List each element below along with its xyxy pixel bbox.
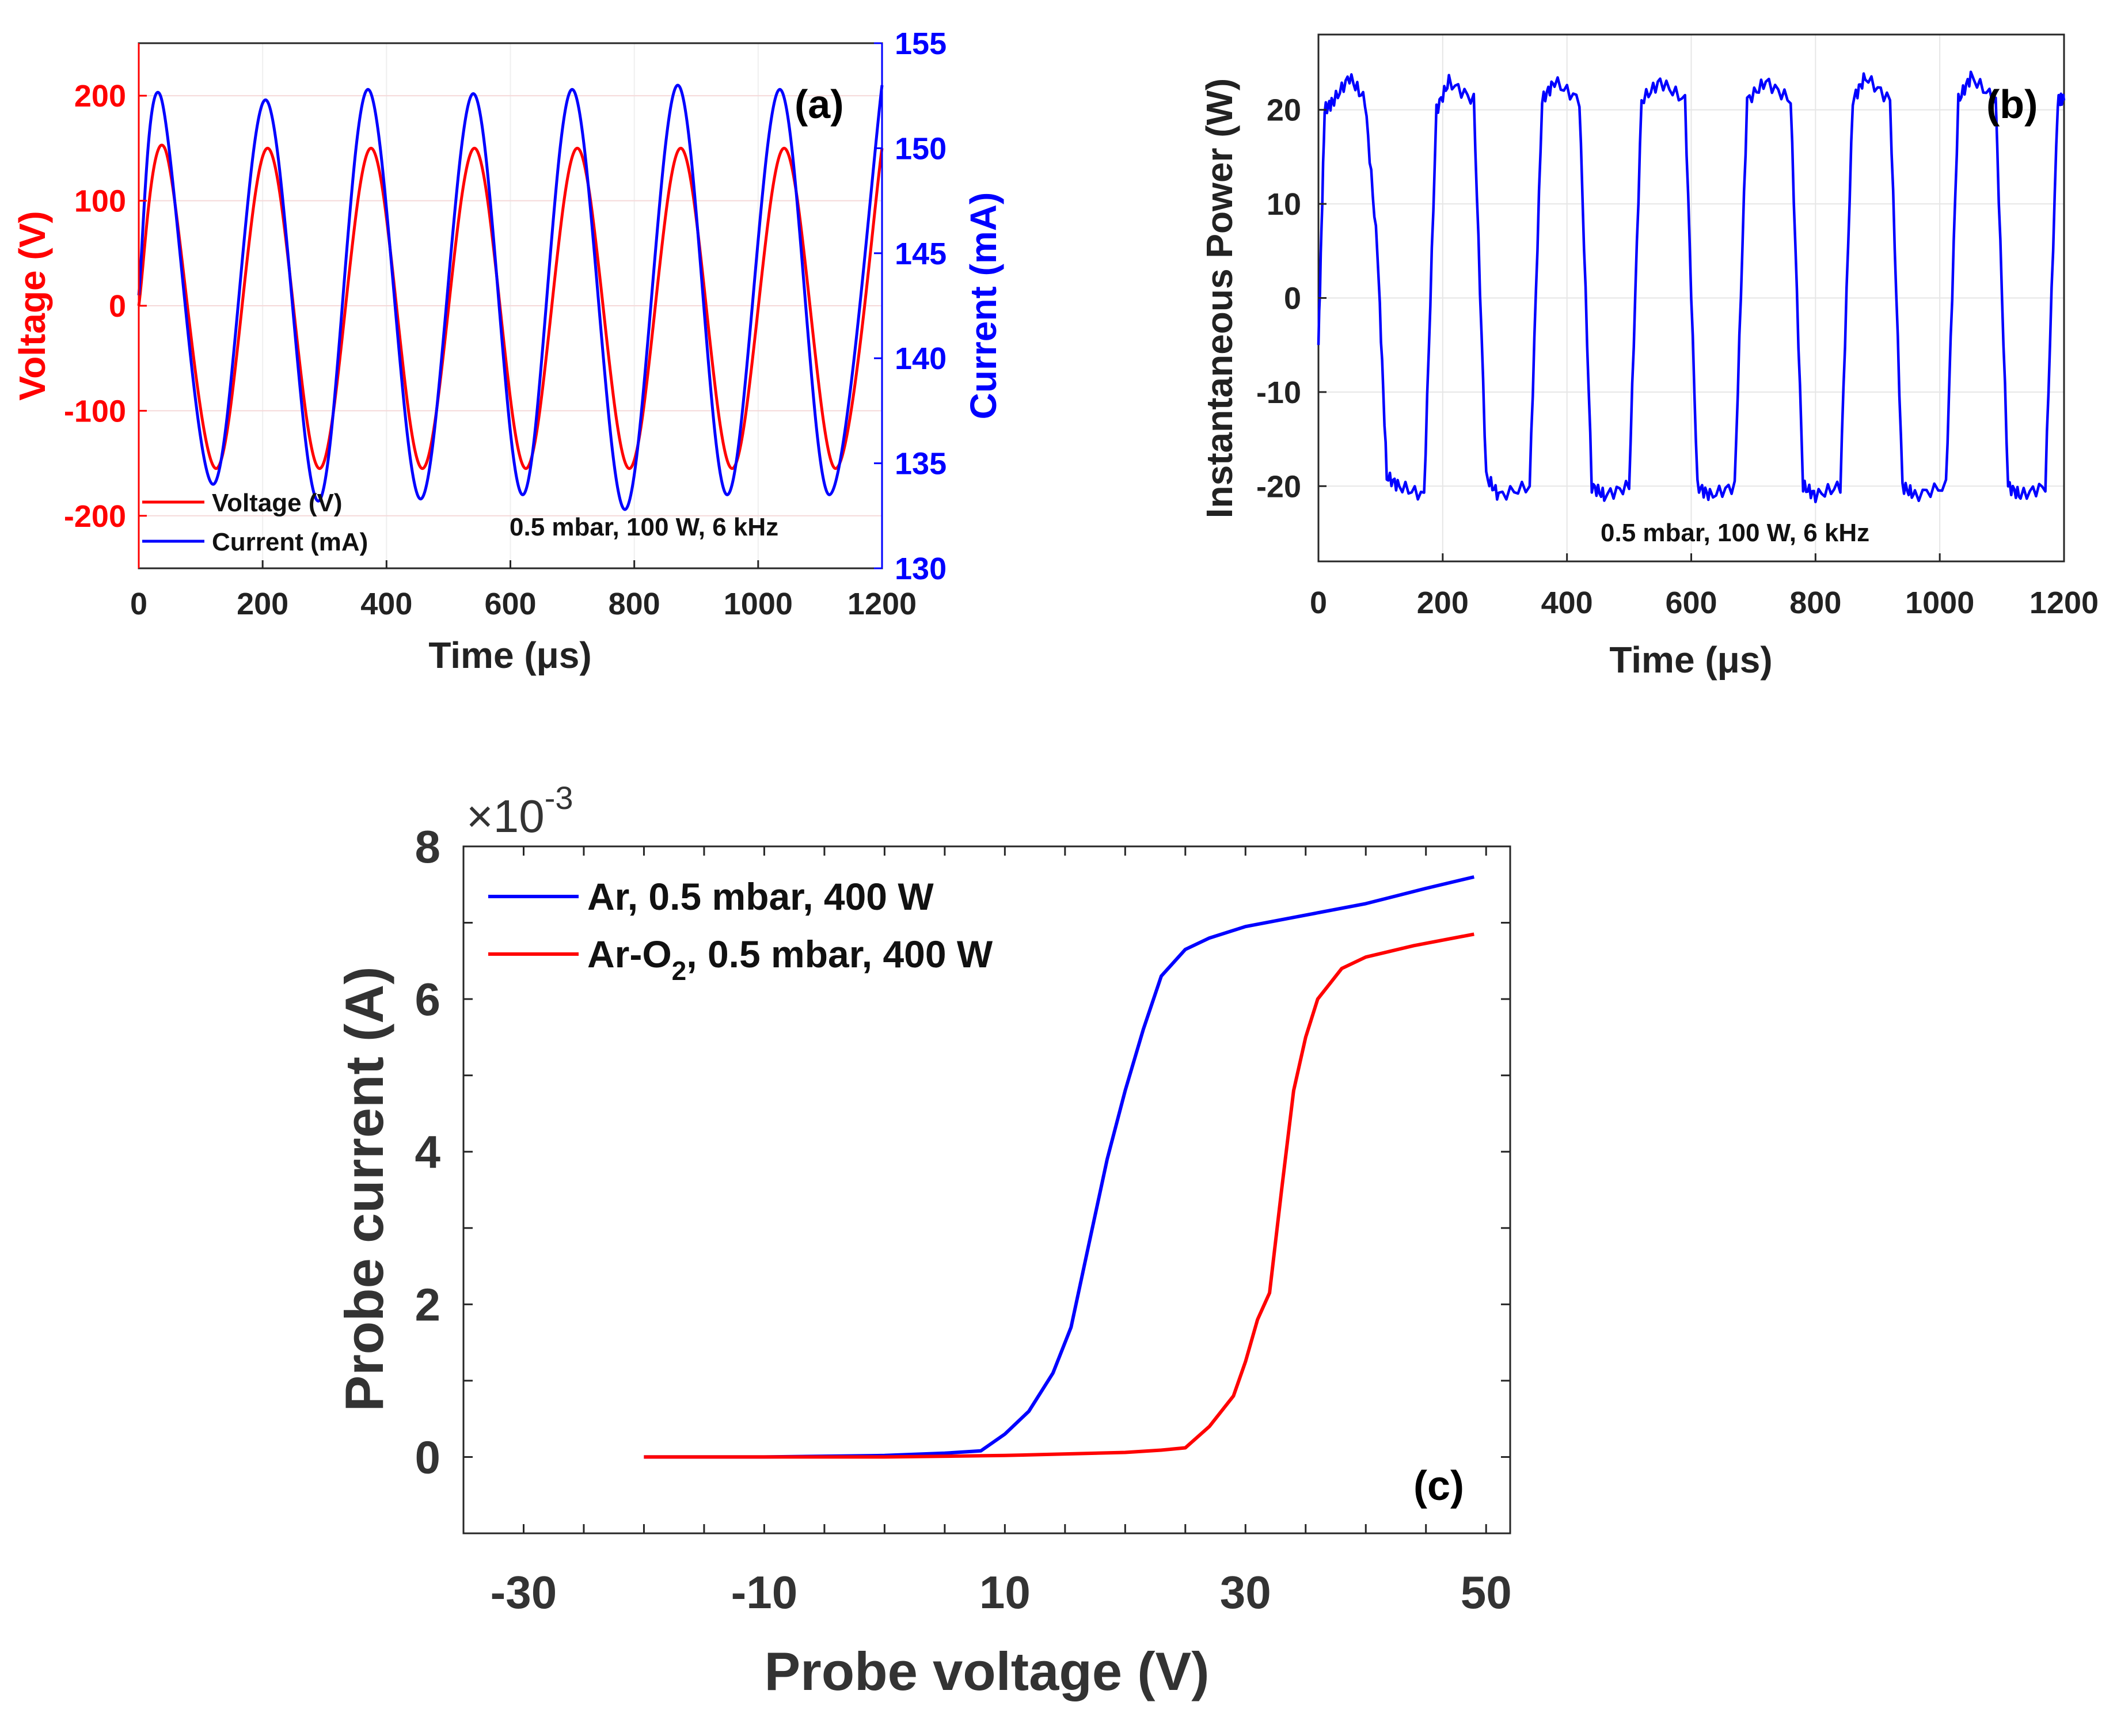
- panel-c-plot-area: [644, 875, 1474, 1459]
- panel-b-y-tick-label: -10: [1256, 375, 1301, 410]
- panel-c-y-tick-labels: 0 2 4 6 8: [415, 821, 1510, 1534]
- panel-a-right-tick-label: 135: [895, 447, 947, 481]
- panel-a-left-tick-label: -200: [64, 499, 126, 534]
- panel-b-x-tick-label: 600: [1665, 586, 1717, 620]
- panel-b-plot-area: [1317, 70, 2066, 504]
- panel-a-annotation: 0.5 mbar, 100 W, 6 kHz: [510, 513, 778, 541]
- panel-b-y-tick-label: 10: [1267, 187, 1301, 222]
- panel-a-x-tick-label: 1000: [724, 587, 793, 621]
- panel-a-right-y-tick-labels: 130 135 140 145 150 155: [874, 26, 947, 586]
- panel-a-x-tick-label: 1200: [847, 587, 917, 621]
- panel-c-x-tick-label: -10: [731, 1567, 798, 1618]
- panel-a-current-series: [137, 83, 884, 511]
- panel-b-x-tick-label: 800: [1789, 586, 1841, 620]
- panel-c-x-tick-label: -30: [491, 1567, 557, 1618]
- panel-a-left-tick-label: 200: [74, 79, 126, 113]
- panel-a-right-y-axis-label: Current (mA): [963, 192, 1004, 420]
- panel-b-power-series: [1317, 70, 2066, 504]
- panel-c-y-axis-label: Probe current (A): [334, 967, 394, 1412]
- panel-a-left-y-axis-label: Voltage (V): [12, 211, 53, 401]
- panel-c-y-tick-label: 2: [415, 1279, 441, 1330]
- panel-b-y-tick-label: 20: [1267, 93, 1301, 128]
- panel-a-right-tick-label: 155: [895, 26, 947, 61]
- panel-a-plot-area: [137, 83, 884, 511]
- panel-a-x-tick-label: 600: [484, 587, 536, 621]
- panel-a-legend-voltage-label: Voltage (V): [212, 489, 343, 517]
- panel-a-right-tick-label: 150: [895, 131, 947, 166]
- panel-a-right-tick-label: 140: [895, 341, 947, 376]
- panel-c-x-axis-label: Probe voltage (V): [764, 1641, 1209, 1701]
- panel-c-legend-aro2-suffix: , 0.5 mbar, 400 W: [686, 933, 993, 975]
- panel-b-x-tick-labels: 0 200 400 600 800 1000 1200: [1310, 553, 2099, 620]
- panel-c-y-multiplier-exponent: -3: [545, 780, 573, 816]
- panel-c-legend-aro2-subscript: 2: [672, 956, 687, 986]
- panel-b-y-tick-labels: -20 -10 0 10 20: [1256, 93, 1327, 504]
- panel-b-label: (b): [1986, 82, 2038, 127]
- panel-c-legend-ar-label: Ar, 0.5 mbar, 400 W: [587, 875, 934, 918]
- panel-c-x-tick-label: 10: [979, 1567, 1031, 1618]
- panel-a-x-axis-label: Time (μs): [428, 635, 591, 676]
- panel-b-x-tick-label: 200: [1417, 586, 1469, 620]
- panel-b-x-tick-label: 1000: [1905, 586, 1974, 620]
- panel-c-x-tick-label: 50: [1461, 1567, 1512, 1618]
- panel-a-right-tick-label: 145: [895, 237, 947, 271]
- panel-b-x-tick-label: 1200: [2029, 586, 2099, 620]
- panel-b-x-tick-label: 400: [1541, 586, 1593, 620]
- panel-c-legend-aro2-label: Ar-O2, 0.5 mbar, 400 W: [587, 933, 993, 986]
- panel-c-legend: Ar, 0.5 mbar, 400 W Ar-O2, 0.5 mbar, 400…: [488, 875, 993, 986]
- panel-a-legend-current-label: Current (mA): [212, 528, 368, 556]
- panel-b-annotation: 0.5 mbar, 100 W, 6 kHz: [1601, 519, 1869, 547]
- panel-c-y-tick-label: 0: [415, 1431, 441, 1483]
- panel-a-voltage-current-chart: 0 200 400 600 800 1000 1200 -200 -100 0 100 200 13…: [12, 26, 1004, 676]
- panel-a-label: (a): [795, 82, 844, 127]
- panel-a-x-tick-label: 800: [609, 587, 660, 621]
- panel-c-legend-aro2-prefix: Ar-O: [587, 933, 672, 975]
- panel-a-legend: Voltage (V) Current (mA): [142, 489, 368, 556]
- panel-a-x-tick-label: 0: [130, 587, 147, 621]
- panel-c-y-multiplier: ×10-3: [466, 780, 573, 842]
- panel-a-left-y-tick-labels: -200 -100 0 100 200: [64, 43, 147, 568]
- panel-c-aro2-series: [644, 932, 1474, 1459]
- panel-b-y-tick-label: -20: [1256, 469, 1301, 504]
- panel-c-y-multiplier-base: ×10: [466, 791, 545, 842]
- panel-b-y-axis-label: Instantaneous Power (W): [1199, 78, 1240, 519]
- panel-b-y-tick-label: 0: [1284, 282, 1301, 316]
- panel-b-x-tick-label: 0: [1310, 586, 1327, 620]
- panel-b-x-axis-label: Time (μs): [1609, 639, 1772, 681]
- panel-a-voltage-series: [137, 143, 884, 470]
- panel-a-left-tick-label: -100: [64, 394, 126, 428]
- panel-c-probe-iv-chart: -30 -10 10 30 50 0 2 4 6 8 Probe voltage (V) Pro…: [334, 780, 1512, 1701]
- panel-a-left-tick-label: 100: [74, 184, 126, 219]
- panel-c-label: (c): [1413, 1463, 1464, 1509]
- panel-b-power-chart: 0 200 400 600 800 1000 1200 -20 -10 0 10 20 Time (…: [1199, 33, 2099, 681]
- panel-a-left-tick-label: 0: [109, 289, 126, 324]
- panel-c-y-tick-label: 6: [415, 974, 441, 1025]
- panel-a-x-tick-label: 400: [360, 587, 412, 621]
- panel-c-x-tick-labels: -30 -10 10 30 50: [462, 846, 1512, 1618]
- panel-c-ar-series: [644, 875, 1474, 1459]
- panel-c-x-tick-label: 30: [1220, 1567, 1271, 1618]
- panel-a-x-tick-labels: 0 200 400 600 800 1000 1200: [130, 560, 917, 621]
- panel-c-axes-box: [462, 845, 1511, 1534]
- panel-c-y-tick-label: 4: [415, 1126, 441, 1177]
- panel-c-y-tick-label: 8: [415, 821, 441, 872]
- panel-a-x-tick-label: 200: [237, 587, 288, 621]
- panel-a-right-tick-label: 130: [895, 552, 947, 586]
